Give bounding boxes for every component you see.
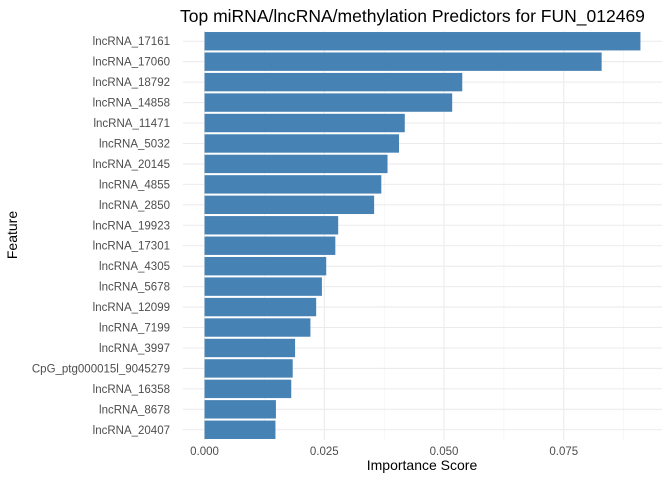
- x-axis-title: Importance Score: [367, 457, 478, 473]
- grid: [183, 31, 662, 440]
- y-tick-label: lncRNA_19923: [93, 220, 170, 232]
- bar: [204, 32, 641, 51]
- y-tick-label: lncRNA_16358: [93, 384, 170, 396]
- x-tick-label: 0.075: [549, 446, 578, 458]
- bar: [204, 175, 382, 194]
- bar: [204, 359, 293, 378]
- y-tick-label: lncRNA_17060: [93, 57, 170, 69]
- y-tick-label: lncRNA_20407: [93, 425, 170, 437]
- y-tick-label: lncRNA_14858: [93, 98, 170, 110]
- bar: [204, 318, 311, 337]
- y-tick-label: lncRNA_4855: [99, 179, 170, 191]
- y-tick-label: lncRNA_17161: [93, 36, 170, 48]
- bar: [204, 236, 336, 255]
- y-tick-label: lncRNA_7199: [99, 323, 170, 335]
- bar: [204, 72, 463, 92]
- bar: [204, 277, 322, 296]
- bar: [204, 113, 405, 133]
- y-tick-label: lncRNA_4305: [99, 261, 170, 273]
- bar: [204, 216, 339, 235]
- bar: [204, 400, 276, 419]
- bar: [204, 256, 327, 276]
- bar: [204, 420, 276, 439]
- bar: [204, 297, 317, 317]
- chart-title: Top miRNA/lncRNA/methylation Predictors …: [180, 6, 645, 27]
- bar: [204, 154, 388, 174]
- x-tick-label: 0.050: [430, 446, 459, 458]
- y-tick-label: lncRNA_2850: [99, 200, 170, 212]
- y-tick-label: lncRNA_5678: [99, 282, 170, 294]
- bar: [204, 379, 292, 399]
- y-tick-label: lncRNA_20145: [93, 159, 170, 171]
- y-tick-label: lncRNA_12099: [93, 302, 170, 314]
- y-tick-label: lncRNA_17301: [93, 241, 170, 253]
- y-axis-title: Feature: [4, 211, 20, 259]
- bar: [204, 52, 602, 71]
- x-tick-label: 0.000: [190, 446, 219, 458]
- x-tick-label: 0.025: [310, 446, 339, 458]
- bar: [204, 338, 296, 358]
- bars: [204, 32, 641, 439]
- bar: [204, 93, 453, 112]
- y-tick-labels: lncRNA_17161 lncRNA_17060 lncRNA_18792 lncR…: [32, 36, 170, 437]
- y-tick-label: lncRNA_18792: [93, 77, 170, 89]
- y-tick-label: lncRNA_8678: [99, 404, 170, 416]
- bar: [204, 195, 375, 215]
- bar: [204, 134, 400, 153]
- y-tick-label: lncRNA_5032: [99, 138, 170, 150]
- y-tick-label: lncRNA_3997: [99, 343, 170, 355]
- x-tick-labels: 0.000 0.025 0.050 0.075: [190, 446, 578, 458]
- y-tick-label: CpG_ptg000015l_9045279: [32, 363, 170, 375]
- y-tick-label: lncRNA_11471: [93, 118, 170, 130]
